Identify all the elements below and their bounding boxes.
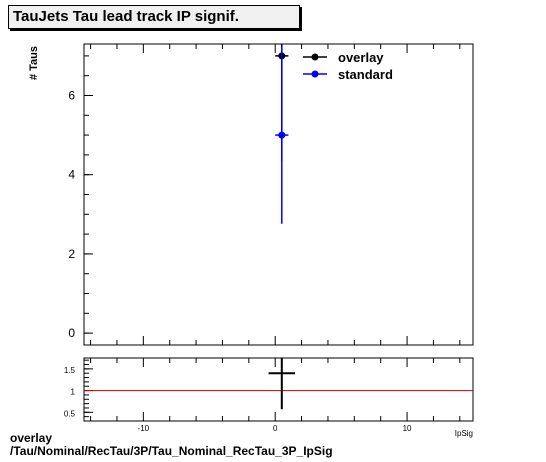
ratio-x-tick-label: 10	[403, 424, 412, 433]
x-axis-label: IpSig	[455, 429, 473, 438]
ratio-y-tick-label: 0.5	[64, 409, 76, 418]
ratio-y-tick-label: 1	[71, 388, 76, 397]
legend-marker-standard	[311, 70, 319, 78]
ratio-y-tick-label: 1.5	[64, 366, 76, 375]
footer-path: /Tau/Nominal/RecTau/3P/Tau_Nominal_RecTa…	[10, 444, 333, 458]
main-frame	[83, 43, 474, 346]
main-y-tick-label: 4	[68, 168, 75, 182]
footer-line1: overlay	[10, 431, 53, 445]
ratio-frame	[83, 357, 474, 422]
legend-label-standard: standard	[338, 67, 393, 82]
ratio-x-tick-label: 0	[273, 424, 278, 433]
main-point	[278, 131, 286, 139]
main-plot: 0 2 4 6 # Taus overlay standard	[28, 43, 474, 346]
main-y-tick-label: 2	[68, 247, 75, 261]
legend-label-overlay: overlay	[338, 50, 384, 65]
ratio-x-tick-label: -10	[138, 424, 150, 433]
chart-title: TauJets Tau lead track IP signif.	[8, 5, 300, 29]
main-y-tick-label: 6	[68, 88, 75, 102]
footer: overlay /Tau/Nominal/RecTau/3P/Tau_Nomin…	[10, 432, 333, 458]
ratio-plot: 0.5 1 1.5 -10 0 10 IpSig	[64, 357, 474, 438]
legend-marker-overlay	[311, 53, 319, 61]
main-y-tick-label: 0	[68, 326, 75, 340]
y-axis-label: # Taus	[28, 46, 40, 80]
